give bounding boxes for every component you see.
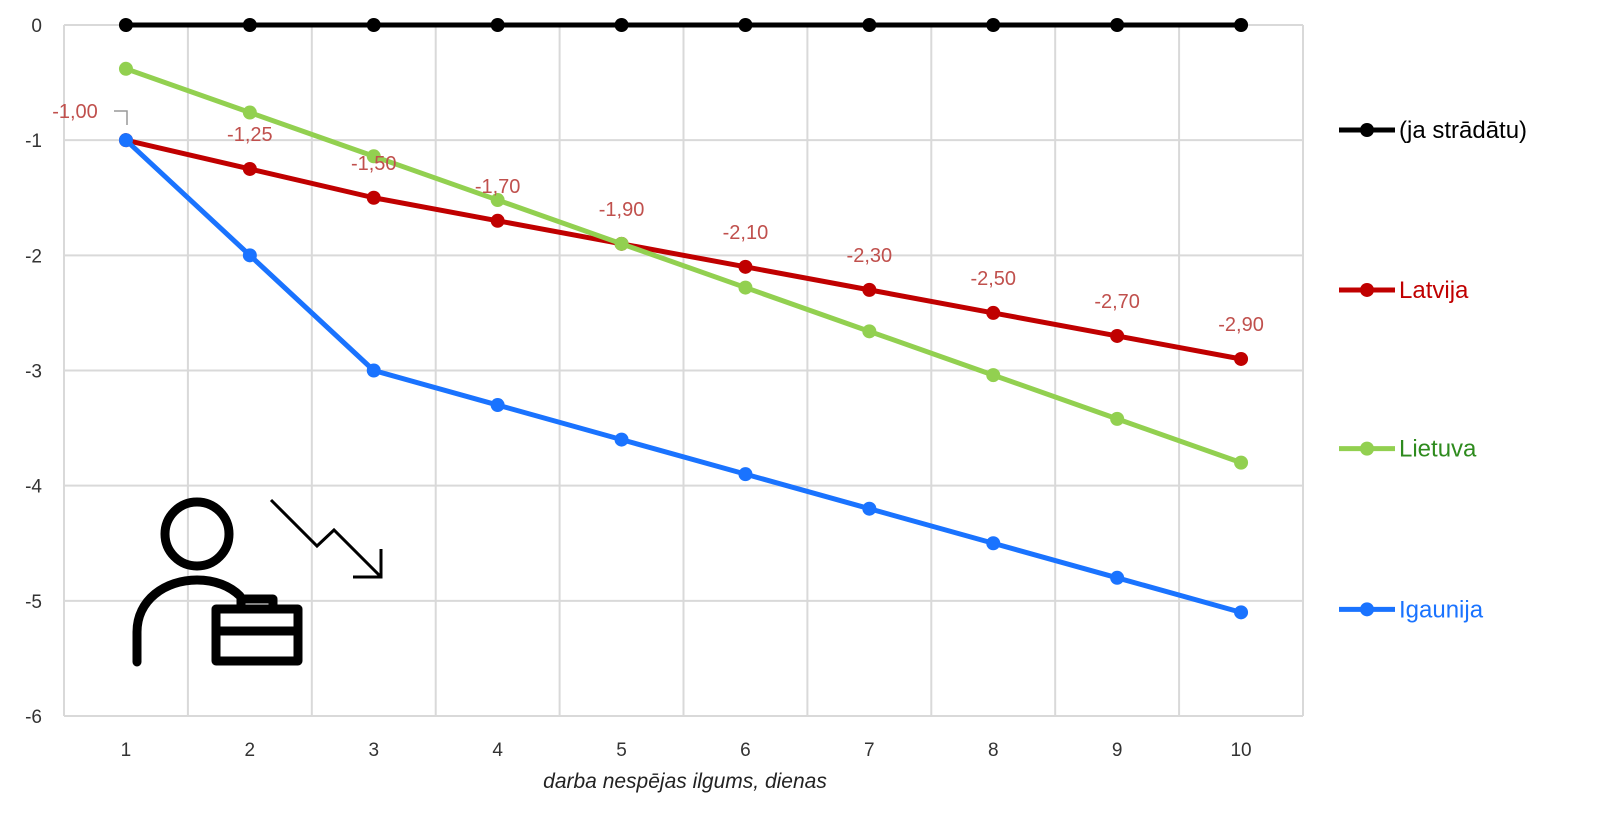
data-label: -1,90 — [599, 199, 645, 221]
data-label: -2,10 — [723, 222, 769, 244]
data-point — [366, 190, 381, 205]
series-line — [125, 137, 1242, 362]
data-label: -2,50 — [970, 268, 1016, 290]
data-point — [1234, 605, 1249, 620]
data-point — [242, 105, 257, 120]
y-tick-label: 0 — [31, 16, 42, 37]
x-axis-ticks: 1 2 3 4 5 6 7 8 9 10 — [121, 740, 1252, 761]
y-tick-label: -1 — [25, 131, 42, 152]
legend-marker — [1360, 282, 1374, 297]
data-point — [490, 18, 505, 32]
data-point — [366, 149, 381, 164]
legend-entry: Lietuva — [1399, 436, 1477, 463]
data-point — [1234, 455, 1249, 470]
data-point — [986, 18, 1001, 32]
legend-marker — [1360, 441, 1374, 456]
data-point — [366, 18, 381, 32]
data-point — [242, 18, 257, 32]
y-tick-label: -5 — [25, 592, 42, 613]
data-point — [738, 18, 753, 32]
data-point — [490, 213, 505, 228]
legend-entry: Igaunija — [1399, 596, 1484, 623]
data-point — [986, 305, 1001, 320]
data-label-leader-line — [114, 110, 128, 125]
data-point — [986, 536, 1001, 551]
x-tick-label: 4 — [492, 740, 503, 761]
data-labels: -1,00 -1,25 -1,50 -1,70 -1,90 -2,10 -2,30 -2,50… — [52, 101, 1264, 336]
data-label: -2,70 — [1094, 291, 1140, 313]
data-point — [118, 18, 133, 32]
legend-marker — [1360, 602, 1374, 617]
data-point — [242, 161, 257, 176]
data-point — [614, 236, 629, 251]
data-point — [862, 324, 877, 339]
data-point — [1110, 18, 1125, 32]
y-axis-ticks: 0 -1 -2 -3 -4 -5 -6 — [25, 16, 42, 728]
trend-down-arrow-icon — [269, 498, 383, 579]
y-tick-label: -3 — [25, 362, 42, 383]
data-point — [118, 133, 133, 148]
series-line — [124, 138, 1242, 615]
data-point — [1110, 411, 1125, 426]
data-point — [1234, 18, 1249, 32]
legend: (ja strādātu) Latvija Lietuva Igaunija — [1339, 117, 1527, 623]
x-tick-label: 10 — [1230, 740, 1251, 761]
data-point — [1234, 351, 1249, 366]
data-point — [118, 61, 133, 76]
data-point — [862, 282, 877, 297]
legend-entry: Latvija — [1399, 277, 1469, 304]
x-tick-label: 6 — [740, 740, 751, 761]
data-point — [490, 398, 505, 413]
x-tick-label: 1 — [121, 740, 132, 761]
x-tick-label: 9 — [1112, 740, 1123, 761]
legend-marker — [1360, 123, 1374, 137]
data-point — [1110, 328, 1125, 343]
x-tick-label: 5 — [616, 740, 627, 761]
x-tick-label: 2 — [245, 740, 256, 761]
data-point — [738, 467, 753, 482]
y-tick-label: -6 — [25, 707, 42, 728]
x-tick-label: 7 — [864, 740, 875, 761]
data-point — [862, 501, 877, 516]
data-label: -1,25 — [227, 124, 273, 146]
data-point — [862, 18, 877, 32]
data-point — [366, 363, 381, 378]
data-label: -1,00 — [52, 101, 98, 123]
x-tick-label: 3 — [368, 740, 379, 761]
data-point — [490, 193, 505, 208]
y-tick-label: -2 — [25, 246, 42, 267]
data-point — [614, 18, 629, 32]
x-tick-label: 8 — [988, 740, 999, 761]
data-label: -2,90 — [1218, 314, 1264, 336]
x-axis-label: darba nespējas ilgums, dienas — [543, 770, 827, 793]
person-with-briefcase-icon — [132, 497, 303, 667]
series-layer — [118, 18, 1249, 620]
data-point — [242, 248, 257, 263]
y-tick-label: -4 — [25, 477, 42, 498]
series-line — [125, 66, 1242, 465]
data-point — [738, 280, 753, 295]
legend-entry: (ja strādātu) — [1399, 117, 1527, 144]
data-point — [1110, 570, 1125, 585]
data-label: -1,70 — [475, 176, 521, 198]
data-point — [986, 368, 1001, 383]
data-label: -2,30 — [847, 245, 893, 267]
data-point — [738, 259, 753, 274]
data-point — [614, 432, 629, 447]
data-label: -1,50 — [351, 153, 397, 175]
